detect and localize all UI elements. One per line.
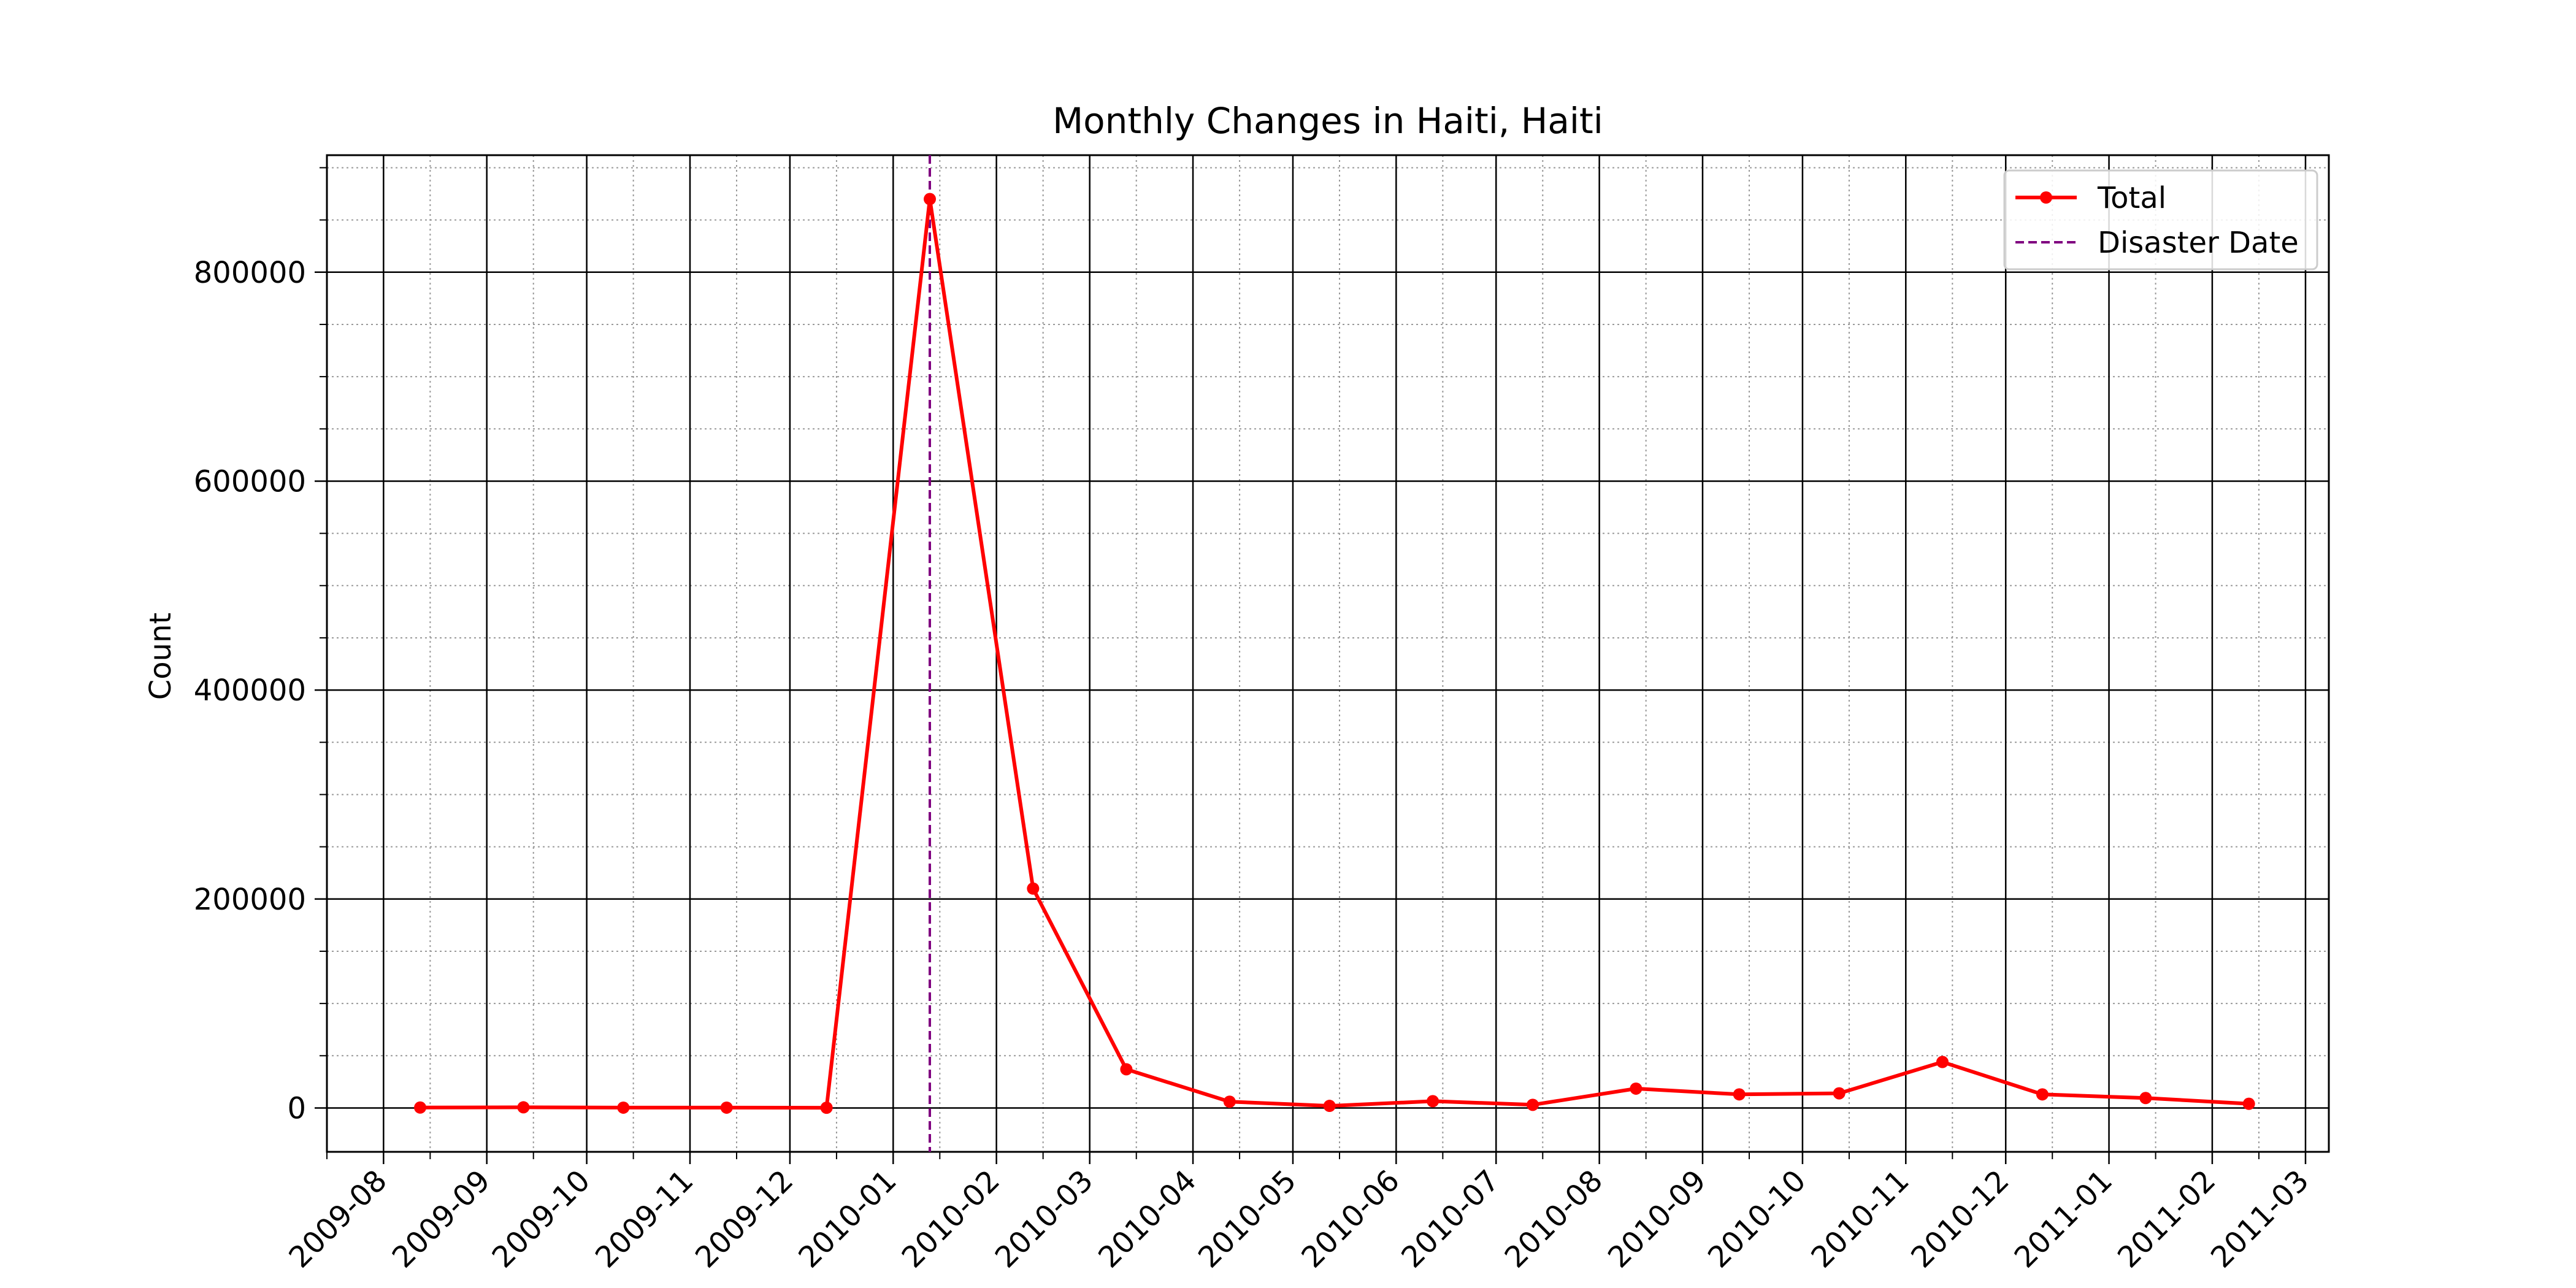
data-point (924, 193, 937, 205)
legend-box (2003, 169, 2318, 270)
x-tick-label: 2009-10 (486, 1163, 597, 1275)
x-tick-label: 2010-04 (1092, 1163, 1203, 1275)
data-point (720, 1101, 733, 1114)
data-point (1733, 1088, 1746, 1101)
x-tick-label: 2009-11 (589, 1163, 700, 1275)
grid-layer (326, 155, 2329, 1152)
data-point (1833, 1087, 1846, 1100)
data-point (1323, 1100, 1336, 1113)
series-layer (414, 193, 2255, 1114)
legend-label: Disaster Date (2098, 226, 2299, 260)
data-point (2036, 1088, 2049, 1101)
data-point (1027, 882, 1040, 895)
data-point (414, 1101, 427, 1114)
chart-title: Monthly Changes in Haiti, Haiti (1052, 100, 1603, 142)
x-tick-label: 2010-08 (1498, 1163, 1609, 1275)
x-tick-label: 2010-01 (792, 1163, 903, 1275)
data-point (2139, 1092, 2152, 1105)
x-tick-label: 2011-01 (2008, 1163, 2119, 1275)
x-tick-label: 2009-12 (689, 1163, 800, 1275)
data-point (1223, 1095, 1236, 1108)
x-tick-label: 2011-02 (2111, 1163, 2222, 1275)
x-tick-label: 2009-09 (386, 1163, 497, 1275)
data-point (820, 1102, 833, 1114)
data-point (1427, 1095, 1439, 1108)
y-axis-label: Count (144, 613, 178, 700)
y-tick-label: 0 (287, 1091, 306, 1125)
x-tick-label: 2011-03 (2204, 1163, 2315, 1275)
x-tick-label: 2010-11 (1804, 1163, 1915, 1275)
x-tick-label: 2010-06 (1295, 1163, 1406, 1275)
legend-marker (2040, 191, 2052, 204)
x-tick-label: 2010-02 (895, 1163, 1006, 1275)
x-tick-label: 2009-08 (282, 1163, 393, 1275)
x-tick-label: 2010-10 (1701, 1163, 1812, 1275)
data-point (1120, 1063, 1133, 1076)
series-line-total (418, 197, 2251, 1110)
y-tick-label: 400000 (194, 673, 306, 708)
data-point (1630, 1082, 1643, 1095)
legend: Total Disaster Date (2003, 169, 2318, 270)
plot-frame (326, 154, 2330, 1153)
x-tick-label: 2010-09 (1601, 1163, 1712, 1275)
data-point (517, 1101, 530, 1114)
legend-label: Total (2097, 181, 2166, 215)
y-tick-label: 800000 (194, 256, 306, 290)
x-tick-label: 2010-05 (1192, 1163, 1303, 1275)
x-tick-label: 2010-07 (1395, 1163, 1506, 1275)
x-tick-label: 2010-12 (1904, 1163, 2015, 1275)
y-tick-label: 200000 (194, 883, 306, 917)
data-point (617, 1101, 630, 1114)
x-tick-label: 2010-03 (989, 1163, 1100, 1275)
data-point (1527, 1098, 1539, 1111)
data-point (1936, 1056, 1949, 1068)
y-tick-label: 600000 (194, 464, 306, 499)
data-point (2242, 1097, 2255, 1110)
